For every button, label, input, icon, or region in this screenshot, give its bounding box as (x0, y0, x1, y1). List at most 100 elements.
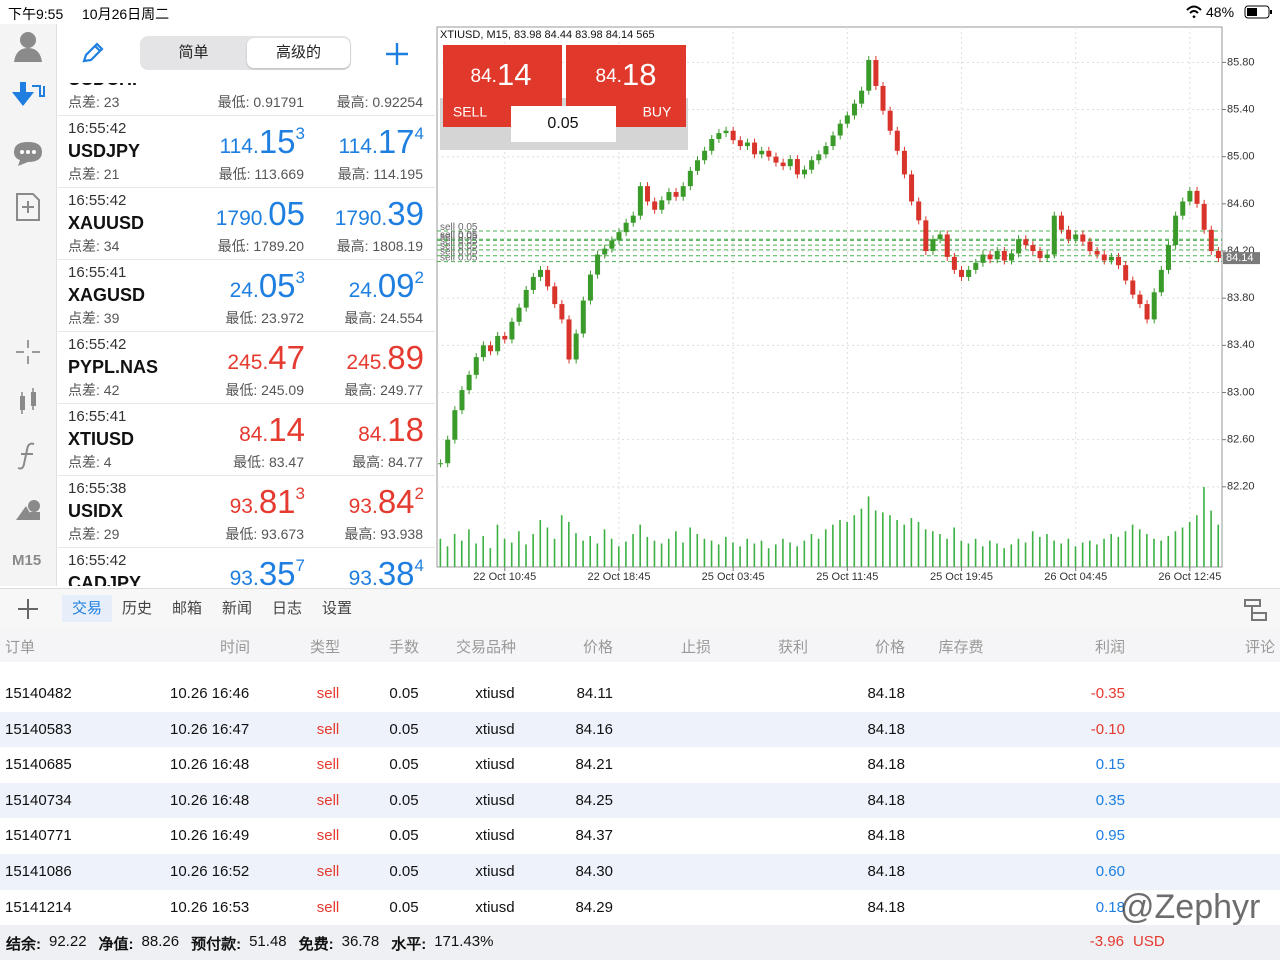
order-row[interactable]: 15141086 10.26 16:52 sell 0.05 xtiusd 84.30 84… (0, 854, 1280, 890)
volume-bar (553, 538, 556, 567)
candle-body (752, 142, 758, 155)
objects-icon[interactable] (16, 500, 40, 520)
segment-tab[interactable]: 高级的 (247, 38, 350, 68)
price[interactable]: 114.174 (58, 123, 424, 161)
sell-label: SELL (453, 104, 487, 120)
bottom-tab[interactable]: 新闻 (221, 600, 252, 617)
layout-icon[interactable] (1242, 597, 1270, 623)
column-header: 价格 (874, 639, 905, 656)
price[interactable]: 84.18 (58, 411, 424, 449)
candle-body (1016, 239, 1022, 254)
candle-body (716, 133, 722, 140)
bottom-tab[interactable]: 设置 (321, 600, 352, 617)
volume-bar (717, 544, 720, 567)
bottom-tab[interactable]: 交易 (62, 595, 112, 622)
status-time: 下午9:55 (8, 6, 64, 22)
volume-bar (1067, 538, 1070, 567)
order-row[interactable]: 15140771 10.26 16:49 sell 0.05 xtiusd 84.37 84… (0, 818, 1280, 854)
bottom-tab[interactable]: 历史 (121, 600, 152, 617)
order-row[interactable]: 15140685 10.26 16:48 sell 0.05 xtiusd 84.21 84… (0, 747, 1280, 783)
new-doc-icon[interactable] (16, 193, 40, 221)
volume-bar (767, 548, 770, 567)
order-row[interactable]: 15141214 10.26 16:53 sell 0.05 xtiusd 84.29 84… (0, 889, 1280, 924)
quote-row[interactable]: 16:55:42 CADJPY 93.357 93.384 (58, 547, 435, 586)
price-prefix: 1790. (215, 207, 269, 230)
crosshair-icon[interactable] (16, 340, 40, 364)
lots-input[interactable] (511, 106, 616, 142)
cell-price: 84.11 (576, 685, 613, 702)
quote-symbol: PYPL.NAS (68, 357, 159, 377)
candle-body (445, 439, 451, 464)
quotes-icon[interactable] (12, 82, 45, 106)
quote-row[interactable]: 16:55:38 USIDX 点差: 29 最低: 93.673 最高: 93.938 9… (58, 475, 435, 548)
summary-label: 免费: (298, 936, 334, 953)
bottom-tab[interactable]: 日志 (271, 600, 302, 617)
price[interactable]: 245.89 (58, 339, 424, 377)
quote-row[interactable]: 16:55:42 XAUUSD 点差: 34 最低: 1789.20 最高: 1808.… (58, 187, 435, 260)
column-header: 类型 (309, 639, 340, 656)
segment-control: 简单 高级的 (140, 36, 351, 70)
cell-profit: 0.60 (1095, 863, 1125, 880)
price[interactable]: 24.092 (58, 267, 424, 305)
summary-label: 预付款: (191, 936, 242, 953)
price-prefix: 84. (239, 423, 269, 446)
price[interactable]: 114.153 (58, 123, 305, 161)
price[interactable]: 93.384 (58, 555, 424, 586)
timeframe-label[interactable]: M15 (12, 552, 42, 569)
price[interactable]: 24.053 (58, 267, 305, 305)
new-order[interactable] (16, 597, 40, 621)
bottom-tab[interactable]: 邮箱 (171, 600, 202, 617)
quote-row[interactable]: 16:55:41 XTIUSD 点差: 4 最低: 83.47 最高: 84.77 84.… (58, 403, 435, 476)
price-prefix: 24. (229, 279, 259, 302)
quote-row[interactable]: USDCHF 点差: 23 最低: 0.91791 最高: 0.92254 (58, 83, 435, 116)
price[interactable]: 84.14 (58, 411, 305, 449)
account-footer: 结余: 92.22 净值: 88.26 预付款: 51.48 免费: 36.78 水平: 171.… (0, 925, 1280, 960)
volume-bar (1046, 534, 1048, 567)
toolbar-icons (12, 32, 45, 520)
candle-body (980, 254, 986, 263)
summary-value: 171.43% (434, 933, 494, 950)
edit-icon[interactable] (80, 40, 106, 66)
price[interactable]: 245.47 (58, 339, 305, 377)
quote-row[interactable]: 16:55:42 USDJPY 点差: 21 最低: 113.669 最高: 114.1… (58, 115, 435, 188)
candle-body (1180, 201, 1186, 216)
price[interactable]: 1790.05 (58, 195, 305, 233)
volume-bar (689, 527, 691, 567)
candle-body (680, 186, 686, 197)
add-symbol[interactable] (384, 41, 410, 67)
order-row[interactable]: 15140734 10.26 16:48 sell 0.05 xtiusd 84.25 84… (0, 782, 1280, 819)
volume-bar (1039, 536, 1041, 567)
cell-price: 84.16 (575, 720, 613, 738)
price[interactable]: 93.842 (58, 483, 424, 521)
account-icon[interactable] (14, 32, 42, 62)
candle-body (1080, 234, 1086, 242)
buy-price: 84.18 (596, 57, 657, 92)
volume-bar (510, 542, 513, 567)
volume-bar (1081, 542, 1084, 567)
order-row[interactable]: 15140482 10.26 16:46 sell 0.05 xtiusd 84.11 84… (0, 676, 1280, 712)
column-header: 获利 (777, 639, 808, 656)
volume-bar (532, 534, 534, 567)
quote-high: 最高: 84.77 (352, 454, 423, 470)
segment-tab[interactable]: 简单 (178, 44, 209, 61)
candle-body (723, 130, 729, 134)
candle-body (645, 186, 651, 202)
price[interactable]: 93.813 (58, 483, 305, 521)
indicator-icon[interactable] (17, 442, 35, 470)
order-row[interactable]: 15140583 10.26 16:47 sell 0.05 xtiusd 84.16 84… (0, 711, 1280, 748)
y-tick-label: 85.40 (1227, 103, 1255, 115)
price-big: 17 (377, 123, 415, 160)
chat-icon[interactable] (14, 142, 42, 166)
volume-bar (675, 531, 677, 567)
candle-body (923, 220, 929, 252)
table-header: 订单 时间 类型 手数 交易品种 价格 止损 获利 价格 库存费 利润 评论 (0, 628, 1280, 662)
price-sup: 4 (414, 556, 424, 575)
quote-row[interactable]: 16:55:42 PYPL.NAS 点差: 42 最低: 245.09 最高: 249.… (58, 331, 435, 404)
candle-body (459, 390, 465, 411)
quote-row[interactable]: 16:55:41 XAGUSD 点差: 39 最低: 23.972 最高: 24.554… (58, 259, 435, 332)
chart-type-icon[interactable] (20, 388, 36, 414)
volume-bar (589, 535, 592, 567)
candle-body (951, 256, 957, 270)
price[interactable]: 1790.39 (58, 195, 424, 233)
price[interactable]: 93.357 (58, 555, 305, 586)
